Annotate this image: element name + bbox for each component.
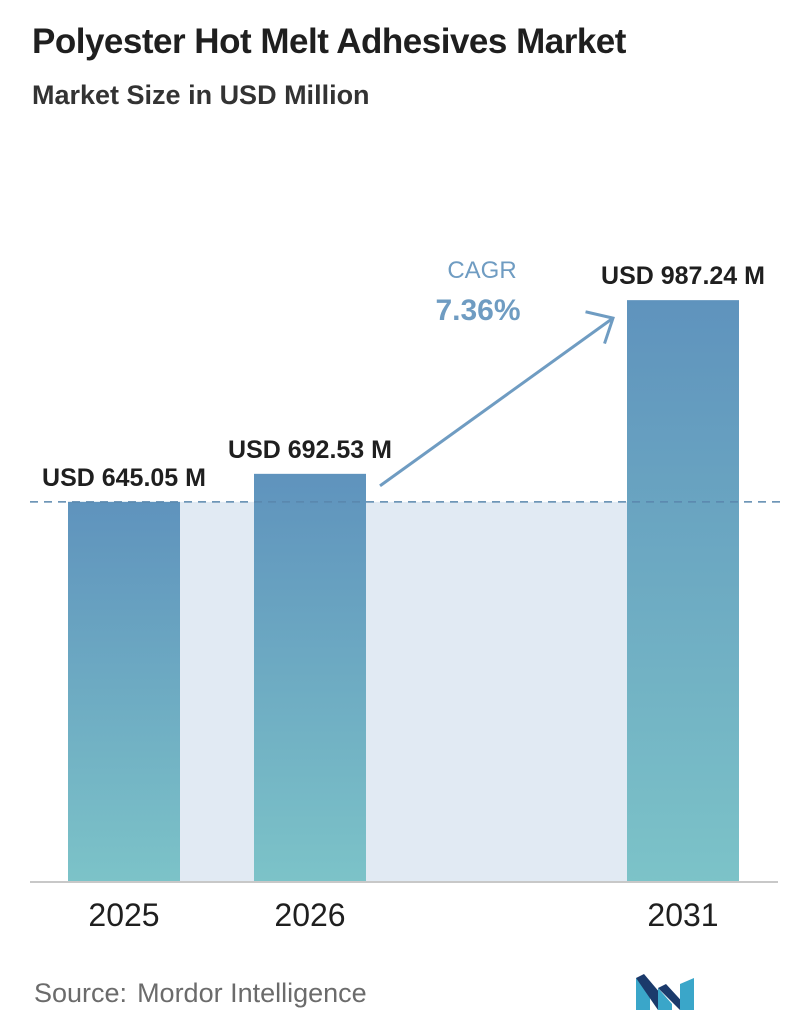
source-prefix: Source: — [34, 978, 128, 1008]
x-tick-label-2026: 2026 — [274, 897, 345, 933]
value-label-2031: USD 987.24 M — [601, 262, 765, 290]
chart-subtitle: Market Size in USD Million — [32, 80, 370, 110]
source-name: Mordor Intelligence — [137, 978, 367, 1008]
baseline-band — [180, 501, 627, 882]
bar-2026 — [254, 473, 366, 882]
value-label-2025: USD 645.05 M — [42, 464, 206, 492]
bar-2031 — [627, 300, 739, 882]
cagr-value: 7.36% — [435, 294, 520, 327]
x-tick-label-2031: 2031 — [647, 897, 718, 933]
cagr-label: CAGR — [447, 257, 516, 284]
x-tick-label-2025: 2025 — [88, 897, 159, 933]
cagr-arrow-head-icon — [585, 310, 615, 345]
source-note: Source: Mordor Intelligence — [34, 978, 377, 1009]
bar-chart: USD 645.05 M 2025 USD 692.53 M 2026 USD 987.… — [30, 257, 780, 933]
chart-title: Polyester Hot Melt Adhesives Market — [32, 22, 626, 61]
bar-2025 — [68, 501, 180, 882]
cagr-arrow — [379, 316, 614, 488]
value-label-2026: USD 692.53 M — [228, 436, 392, 464]
mordor-intelligence-logo-icon — [636, 974, 694, 1010]
